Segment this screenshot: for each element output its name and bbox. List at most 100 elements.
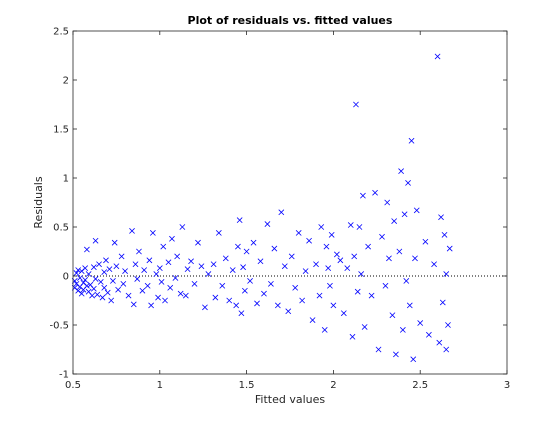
data-point (77, 275, 83, 281)
data-point (410, 356, 417, 363)
x-tick-label: 3 (504, 380, 510, 391)
data-point (446, 245, 453, 252)
data-point (233, 302, 240, 309)
data-point (318, 224, 325, 230)
data-point (254, 300, 260, 307)
data-point (198, 263, 205, 270)
data-point (235, 243, 241, 250)
data-point (382, 282, 389, 289)
data-point (285, 308, 292, 315)
data-point (313, 261, 319, 268)
data-point (108, 297, 115, 304)
data-point (306, 237, 312, 244)
data-point (413, 207, 420, 214)
x-tick-label: 2 (330, 380, 336, 391)
data-point (389, 312, 396, 319)
data-point (132, 261, 139, 268)
data-point (167, 284, 174, 291)
data-point (144, 282, 151, 289)
data-point (139, 287, 146, 294)
data-point (160, 243, 167, 250)
data-point (441, 231, 448, 238)
data-point (354, 288, 361, 295)
data-point (162, 297, 168, 304)
data-point (158, 278, 165, 285)
y-axis-ticks: -1 -0.5 0 0.5 1 1.5 2 2.5 (49, 27, 507, 381)
data-points (71, 53, 453, 363)
data-point (274, 302, 281, 309)
data-point (182, 292, 189, 299)
data-point (113, 263, 120, 270)
data-point (351, 253, 358, 260)
data-point (84, 246, 90, 253)
data-point (215, 229, 222, 236)
data-point (141, 267, 148, 274)
data-point (219, 282, 226, 289)
data-point (295, 229, 302, 236)
data-point (212, 294, 219, 301)
data-point (104, 289, 111, 296)
data-point (361, 324, 368, 330)
data-point (130, 301, 137, 308)
chart-title: Plot of residuals vs. fitted values (188, 14, 393, 27)
data-point (191, 280, 198, 287)
data-point (271, 245, 278, 252)
data-point (195, 239, 201, 246)
data-point (323, 243, 330, 250)
data-point (111, 239, 118, 246)
x-axis-ticks: 0.5 1 1.5 2 2.5 3 (65, 31, 510, 391)
x-tick-label: 2.5 (412, 380, 428, 391)
y-tick-label: 1 (63, 174, 69, 185)
data-point (443, 346, 450, 353)
data-point (82, 265, 89, 272)
data-point (172, 275, 179, 281)
data-point (106, 266, 113, 273)
data-point (375, 346, 382, 353)
data-point (155, 294, 161, 301)
data-point (292, 284, 299, 291)
data-point (398, 168, 404, 175)
data-point (365, 243, 372, 250)
data-point (434, 53, 441, 60)
data-point (333, 251, 340, 258)
data-point (391, 218, 398, 225)
data-point (243, 248, 250, 255)
data-point (236, 217, 243, 224)
data-point (261, 290, 267, 297)
data-point (399, 327, 406, 333)
data-point (425, 331, 432, 338)
data-point (325, 265, 332, 272)
data-point (384, 199, 391, 206)
y-tick-label: 0.5 (53, 223, 69, 234)
data-point (412, 255, 418, 262)
x-axis-label: Fitted values (255, 393, 326, 406)
data-point (156, 265, 163, 272)
data-point (379, 233, 385, 240)
data-point (439, 299, 446, 306)
data-point (205, 271, 212, 277)
data-point (309, 317, 316, 323)
data-point (401, 211, 408, 218)
data-point (356, 224, 363, 230)
data-point (327, 282, 333, 289)
data-point (408, 137, 415, 144)
data-point (247, 278, 253, 284)
data-point (165, 259, 172, 266)
y-tick-label: -1 (59, 370, 69, 381)
data-point (353, 101, 359, 108)
data-point (431, 261, 437, 268)
y-tick-label: -0.5 (49, 321, 69, 332)
data-point (226, 297, 233, 304)
data-point (82, 277, 89, 283)
data-point (85, 271, 92, 277)
data-point (146, 257, 153, 264)
data-point (174, 253, 181, 260)
data-point (148, 302, 155, 309)
data-point (129, 228, 135, 234)
data-point (340, 310, 347, 317)
data-point (118, 253, 125, 260)
data-point (436, 339, 443, 346)
data-point (240, 264, 247, 271)
data-point (299, 297, 306, 304)
